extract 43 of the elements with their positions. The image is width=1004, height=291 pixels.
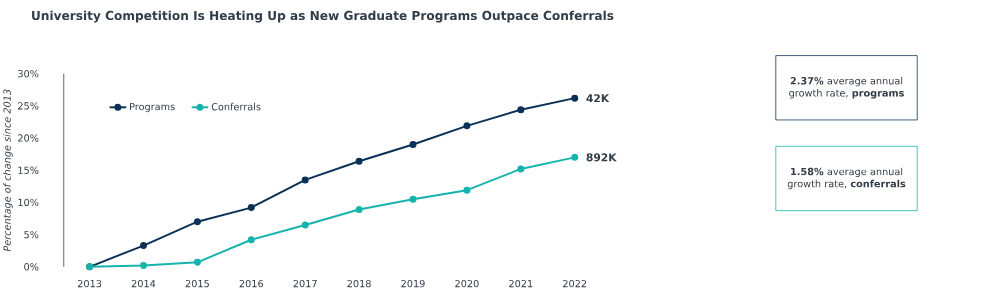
y-axis-title: Percentage of change since 2013 (3, 89, 13, 252)
point (355, 157, 363, 165)
point (301, 221, 309, 229)
point (409, 195, 417, 203)
x-tick-label: 2019 (401, 280, 425, 288)
x-tick-label: 2013 (77, 280, 102, 288)
legend-label: Programs (130, 103, 175, 113)
text: 1.58% average annual growth rate, conferrals (787, 167, 906, 190)
point (409, 141, 417, 149)
point (517, 165, 525, 173)
text: 2.37% average annual growth rate, programs (789, 77, 904, 99)
y-tick-label: 15% (18, 166, 39, 175)
x-tick-label: 2018 (347, 280, 371, 288)
point (247, 236, 255, 244)
y-tick-label: 20% (18, 134, 39, 142)
x-tick-label: 2022 (563, 280, 587, 288)
point (463, 122, 471, 130)
point (247, 204, 255, 212)
y-tick-label: 10% (18, 198, 39, 207)
point (193, 259, 201, 266)
point (139, 242, 147, 250)
y-tick-label: 30% (18, 70, 39, 78)
point (139, 262, 147, 270)
chart-title: University Competition Is Heating Up as New Graduate Programs Outpace Conferrals (32, 10, 614, 23)
x-tick-label: 2015 (185, 280, 209, 288)
x-tick-label: 2014 (131, 280, 156, 288)
point (517, 106, 525, 114)
x-tick-label: 2020 (455, 280, 479, 288)
annotation: 42K (586, 94, 610, 103)
y-tick-label: 0% (24, 263, 39, 271)
point (463, 186, 471, 194)
y-tick-label: 5% (24, 231, 39, 239)
point (571, 154, 579, 162)
x-tick-label: 2017 (293, 280, 317, 288)
legend-label: Conferrals (211, 103, 261, 111)
point (571, 94, 579, 102)
annotation: 892K (586, 153, 617, 162)
x-tick-label: 2021 (509, 280, 533, 288)
y-tick-label: 25% (18, 102, 39, 110)
point (193, 218, 201, 226)
point (355, 206, 363, 214)
x-tick-label: 2016 (239, 280, 264, 288)
point (301, 176, 309, 184)
